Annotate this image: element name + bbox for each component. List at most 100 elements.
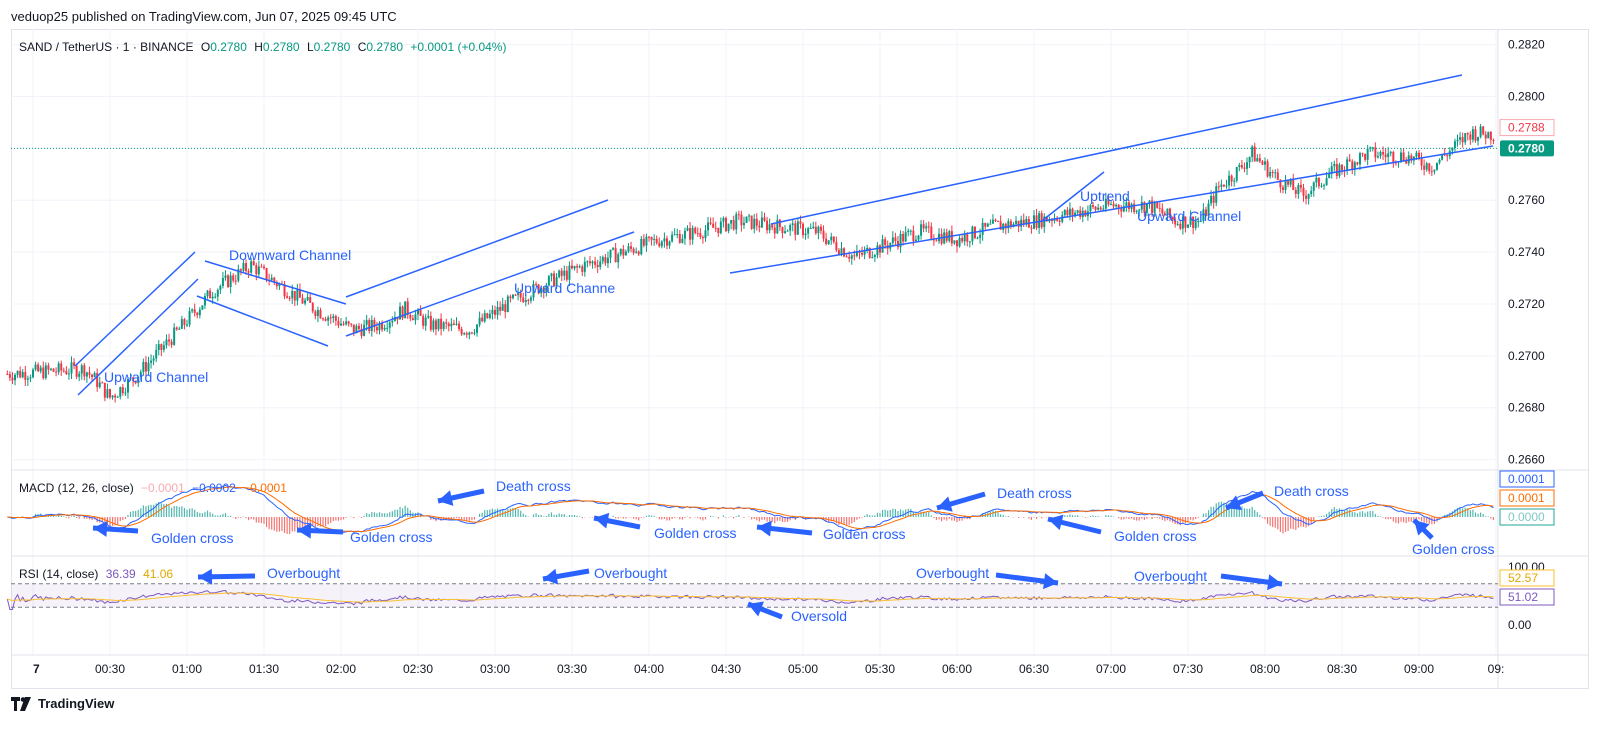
candle-body: [725, 217, 727, 232]
candle-body: [399, 306, 402, 320]
candle-body: [239, 269, 242, 271]
candle-body: [463, 333, 466, 335]
candle-body: [1281, 187, 1284, 190]
candle-body: [57, 363, 60, 373]
candle-body: [1320, 185, 1323, 187]
candle-body: [263, 266, 265, 269]
rsi-legend: RSI (14, close) 36.39 41.06: [19, 567, 177, 581]
candle-body: [1004, 223, 1007, 229]
candle-body: [581, 266, 584, 272]
candle-body: [583, 261, 586, 272]
candle-body: [365, 320, 368, 325]
rsi-ma-line: [7, 592, 1494, 603]
candle-body: [1474, 129, 1477, 141]
candle-body: [1261, 161, 1264, 165]
candle-body: [873, 255, 876, 257]
candle-body: [142, 361, 145, 373]
candle-body: [1279, 179, 1282, 188]
candle-body: [1140, 202, 1143, 210]
tradingview-brand[interactable]: TradingView: [11, 696, 114, 711]
annotation-arrow-head: [594, 512, 610, 529]
candle-body: [1089, 205, 1092, 212]
candle-body: [1323, 185, 1326, 187]
time-axis-tick: 05:30: [865, 662, 895, 676]
candle-body: [1207, 203, 1210, 217]
candle-body: [1348, 159, 1351, 162]
candle-body: [1156, 201, 1159, 208]
candle-body: [85, 372, 88, 377]
candle-body: [1204, 209, 1207, 217]
candle-body: [1112, 203, 1115, 207]
candle-body: [152, 358, 155, 361]
candle-body: [1220, 184, 1223, 187]
candle-body: [293, 290, 296, 301]
candle-body: [460, 329, 463, 335]
candle-body: [1471, 129, 1474, 140]
candle-body: [524, 299, 527, 302]
candle-body: [458, 323, 461, 330]
candle-body: [1402, 152, 1405, 161]
rsi-value-tag: [1499, 588, 1555, 606]
candle-body: [819, 226, 822, 231]
candle-body: [1276, 172, 1279, 180]
candle-body: [332, 316, 335, 319]
time-axis-tick: 08:00: [1250, 662, 1280, 676]
candle-body: [1482, 126, 1485, 135]
candle-body: [1253, 146, 1256, 162]
macd-legend: MACD (12, 26, close) −0.0001 −0.0002 −0.…: [19, 481, 291, 495]
candle-body: [1153, 201, 1156, 213]
candle-body: [1102, 208, 1105, 210]
candle-body: [609, 249, 612, 258]
candle-body: [373, 319, 376, 328]
candle-body: [984, 222, 987, 227]
annotation-arrow-head: [198, 568, 213, 585]
candle-body: [414, 314, 417, 321]
low-label: L: [306, 40, 314, 54]
candle-body: [1479, 126, 1482, 137]
candle-body: [855, 251, 858, 256]
candle-body: [1420, 157, 1423, 166]
candle-body: [896, 240, 899, 248]
candle-body: [91, 374, 94, 378]
candle-body: [1107, 198, 1110, 205]
candle-body: [1284, 180, 1287, 190]
candle-body: [1248, 156, 1251, 163]
candle-body: [709, 222, 712, 224]
candle-body: [286, 296, 289, 298]
candle-body: [991, 219, 994, 224]
macd-annotation: Golden cross: [654, 525, 736, 541]
candle-body: [491, 309, 494, 314]
trend-channel-line: [77, 278, 199, 396]
macd-signal-value: −0.0001: [243, 481, 287, 495]
rsi-annotation: Overbought: [594, 565, 667, 581]
candle-body: [1271, 172, 1274, 174]
candle-body: [275, 281, 278, 287]
candle-body: [1356, 162, 1359, 165]
candle-body: [1184, 216, 1187, 228]
candle-body: [907, 230, 910, 233]
candle-body: [786, 230, 789, 232]
candle-body: [732, 219, 735, 230]
candle-body: [1487, 131, 1490, 139]
macd-scale-tag: [1499, 470, 1555, 488]
candle-body: [1148, 200, 1151, 205]
high-value: 0.2780: [262, 40, 300, 54]
candle-body: [1230, 175, 1233, 182]
candle-body: [1022, 219, 1025, 225]
macd-label: MACD (12, 26, close): [19, 481, 134, 495]
candle-body: [1371, 147, 1374, 149]
candle-body: [1181, 216, 1184, 229]
candle-body: [476, 324, 479, 333]
candle-body: [1435, 162, 1438, 170]
candle-body: [686, 228, 689, 231]
candle-body: [540, 287, 543, 294]
candle-body: [1122, 206, 1125, 212]
candle-body: [98, 382, 101, 388]
candle-body: [1451, 147, 1454, 151]
rsi-value: 36.39: [105, 567, 136, 581]
time-axis-tick: 02:30: [403, 662, 433, 676]
candle-body: [481, 317, 484, 322]
candle-body: [930, 226, 933, 239]
candle-body: [571, 265, 573, 269]
